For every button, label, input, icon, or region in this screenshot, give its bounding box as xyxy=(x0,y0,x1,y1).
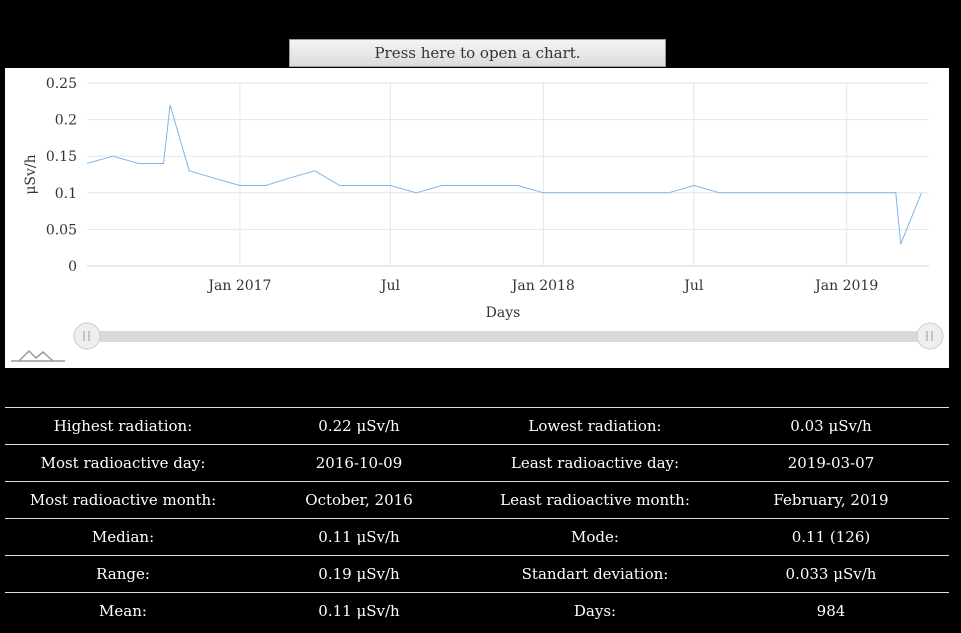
series-line xyxy=(86,104,922,245)
grid-lines xyxy=(87,82,929,267)
stat-value: 0.19 μSv/h xyxy=(241,555,477,593)
mountain-logo-icon xyxy=(11,349,65,362)
stat-value: October, 2016 xyxy=(241,481,477,519)
y-tick-label: 0.05 xyxy=(46,222,77,238)
x-axis-ticks: Jan 2017 Jul Jan 2018 Jul Jan 2019 xyxy=(206,278,878,294)
stat-label: Least radioactive month: xyxy=(477,481,713,519)
stat-label: Days: xyxy=(477,592,713,629)
x-tick-label: Jan 2019 xyxy=(813,278,878,294)
stat-value: 0.033 μSv/h xyxy=(713,555,949,593)
stats-row: Most radioactive day: 2016-10-09 Least rad… xyxy=(5,444,949,482)
x-tick-label: Jan 2017 xyxy=(206,278,271,294)
stat-label: Standart deviation: xyxy=(477,555,713,593)
stat-label: Lowest radiation: xyxy=(477,407,713,445)
stat-label: Mean: xyxy=(5,592,241,629)
stats-row: Mean: 0.11 μSv/h Days: 984 xyxy=(5,592,949,629)
stats-row: Median: 0.11 μSv/h Mode: 0.11 (126) xyxy=(5,518,949,556)
stat-value: 0.11 μSv/h xyxy=(241,518,477,556)
open-chart-button[interactable]: Press here to open a chart. xyxy=(289,39,666,67)
y-axis-ticks: 0 0.05 0.1 0.15 0.2 0.25 xyxy=(46,76,77,275)
navigator[interactable] xyxy=(73,322,944,350)
y-tick-label: 0.2 xyxy=(55,113,77,129)
stat-label: Mode: xyxy=(477,518,713,556)
stat-label: Most radioactive day: xyxy=(5,444,241,482)
y-tick-label: 0.15 xyxy=(46,149,77,165)
stat-value: February, 2019 xyxy=(713,481,949,519)
stat-value: 0.11 (126) xyxy=(713,518,949,556)
stat-value: 2016-10-09 xyxy=(241,444,477,482)
navigator-track[interactable] xyxy=(87,331,930,342)
stats-row: Highest radiation: 0.22 μSv/h Lowest radia… xyxy=(5,407,949,445)
stat-value: 0.11 μSv/h xyxy=(241,592,477,629)
stat-value: 984 xyxy=(713,592,949,629)
x-tick-label: Jul xyxy=(682,278,704,294)
y-tick-label: 0.25 xyxy=(46,76,77,92)
stat-label: Range: xyxy=(5,555,241,593)
stat-label: Most radioactive month: xyxy=(5,481,241,519)
stats-row: Most radioactive month: October, 2016 Leas… xyxy=(5,481,949,519)
x-axis-title: Days xyxy=(486,305,521,321)
navigator-left-handle[interactable] xyxy=(73,322,101,350)
chart-panel: 0 0.05 0.1 0.15 0.2 0.25 Jan 2017 Jul Jan 2018 J… xyxy=(5,68,949,368)
x-tick-label: Jan 2018 xyxy=(510,278,575,294)
stats-row: Range: 0.19 μSv/h Standart deviation: 0.033… xyxy=(5,555,949,593)
x-tick-label: Jul xyxy=(379,278,401,294)
navigator-right-handle[interactable] xyxy=(916,322,944,350)
stat-value: 0.03 μSv/h xyxy=(713,407,949,445)
stat-label: Highest radiation: xyxy=(5,407,241,445)
radiation-chart: 00.050.10.150.20.25 Jan 2017 Jul Jan 2018 J… xyxy=(11,76,944,362)
y-tick-label: 0 xyxy=(68,259,77,275)
statistics-table: Highest radiation: 0.22 μSv/h Lowest radia… xyxy=(5,407,949,629)
y-axis-title: μSv/h xyxy=(23,154,39,194)
stat-label: Median: xyxy=(5,518,241,556)
y-tick-label: 0.1 xyxy=(55,186,77,202)
stat-value: 0.22 μSv/h xyxy=(241,407,477,445)
stat-value: 2019-03-07 xyxy=(713,444,949,482)
stat-label: Least radioactive day: xyxy=(477,444,713,482)
